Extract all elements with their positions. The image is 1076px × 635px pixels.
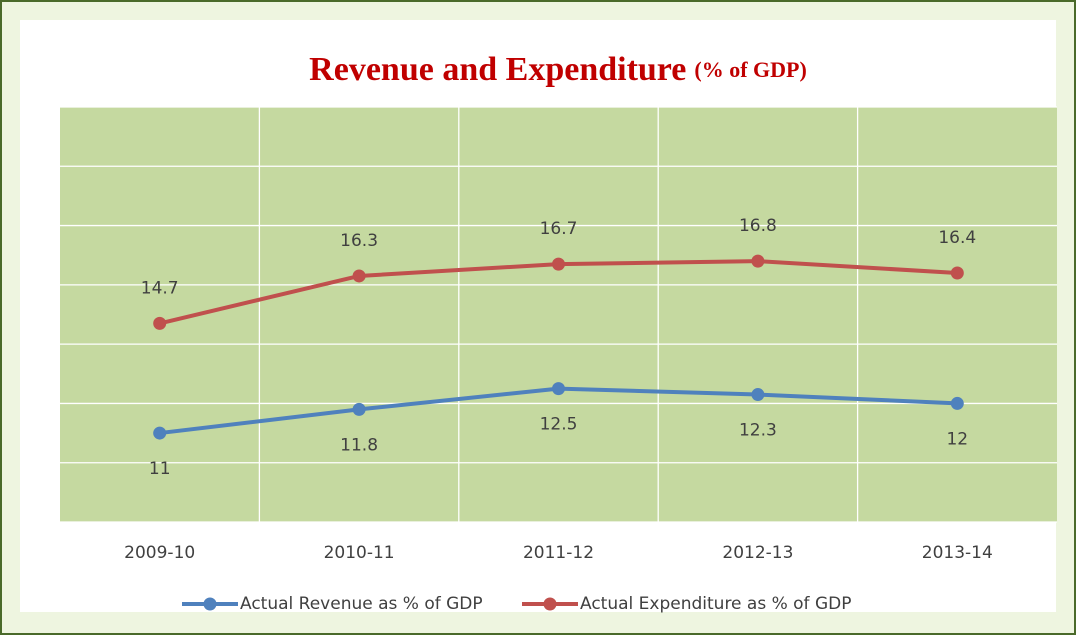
series-point	[751, 388, 765, 402]
legend-marker	[203, 597, 217, 611]
legend-label: Actual Revenue as % of GDP	[240, 594, 483, 614]
legend-label: Actual Expenditure as % of GDP	[580, 594, 851, 614]
x-tick-label: 2009-10	[124, 543, 195, 563]
series-point	[352, 269, 366, 283]
data-label: 16.8	[739, 216, 777, 236]
series-point	[153, 426, 167, 440]
data-label: 16.7	[540, 219, 578, 239]
data-label: 11.8	[340, 435, 378, 455]
series-point	[950, 396, 964, 410]
data-label: 12.5	[540, 415, 578, 435]
series-point	[751, 254, 765, 268]
plot-area	[60, 107, 1057, 522]
data-label: 16.3	[340, 231, 378, 251]
data-label: 11	[149, 459, 171, 479]
series-point	[950, 266, 964, 280]
data-label: 14.7	[141, 278, 179, 298]
series-point	[352, 402, 366, 416]
data-label: 16.4	[938, 228, 976, 248]
data-label: 12.3	[739, 421, 777, 441]
legend-marker	[543, 597, 557, 611]
title: Revenue and Expenditure	[309, 51, 686, 88]
series-point	[552, 382, 565, 396]
series-point	[153, 316, 167, 330]
x-tick-label: 2010-11	[324, 543, 395, 563]
subtitle: (% of GDP)	[694, 57, 806, 82]
x-tick-label: 2013-14	[922, 543, 993, 563]
series-point	[552, 257, 565, 271]
data-label: 12	[946, 429, 968, 449]
x-tick-label: 2012-13	[722, 543, 793, 563]
x-tick-label: 2011-12	[523, 543, 594, 563]
chart-title: Revenue and Expenditure (% of GDP)	[309, 51, 807, 88]
